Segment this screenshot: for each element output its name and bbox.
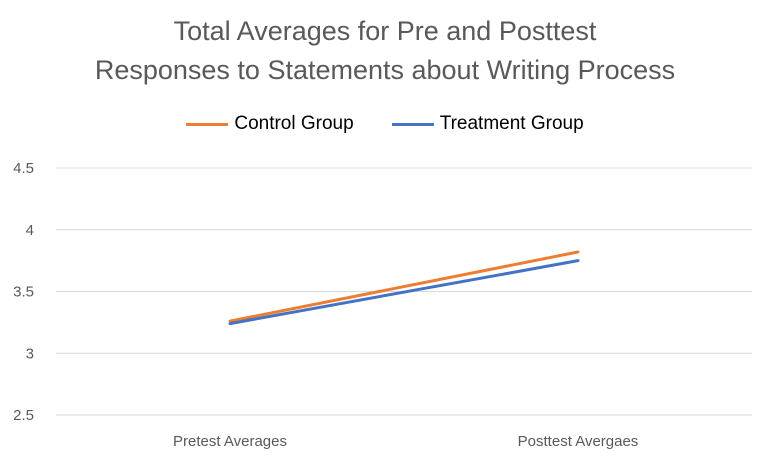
- legend: Control Group Treatment Group: [0, 113, 770, 135]
- x-tick-labels: Pretest Averages Posttest Avergaes: [173, 433, 638, 450]
- legend-swatch-treatment-group: [391, 122, 434, 126]
- y-tick-label: 3: [26, 345, 34, 362]
- series-line-control-group: [228, 250, 580, 323]
- y-tick-labels: 2.5 3 3.5 4 4.5: [13, 160, 34, 424]
- series-lines: [228, 250, 580, 326]
- legend-label-control-group: Control Group: [234, 113, 354, 134]
- y-tick-label: 4: [26, 222, 34, 239]
- legend-item-control-group: Control Group: [186, 113, 354, 135]
- chart-title-line-1: Total Averages for Pre and Posttest: [173, 16, 597, 46]
- legend-label-treatment-group: Treatment Group: [439, 113, 584, 134]
- y-tick-label: 2.5: [13, 407, 34, 424]
- chart-title-line-2: Responses to Statements about Writing Pr…: [94, 55, 676, 85]
- series-line-treatment-group: [228, 259, 580, 326]
- legend-item-treatment-group: Treatment Group: [391, 113, 584, 135]
- y-tick-label: 3.5: [13, 284, 34, 301]
- x-tick-label: Pretest Averages: [173, 433, 287, 450]
- y-tick-label: 4.5: [13, 160, 34, 177]
- x-tick-label: Posttest Avergaes: [518, 433, 639, 450]
- legend-swatch-control-group: [186, 122, 229, 126]
